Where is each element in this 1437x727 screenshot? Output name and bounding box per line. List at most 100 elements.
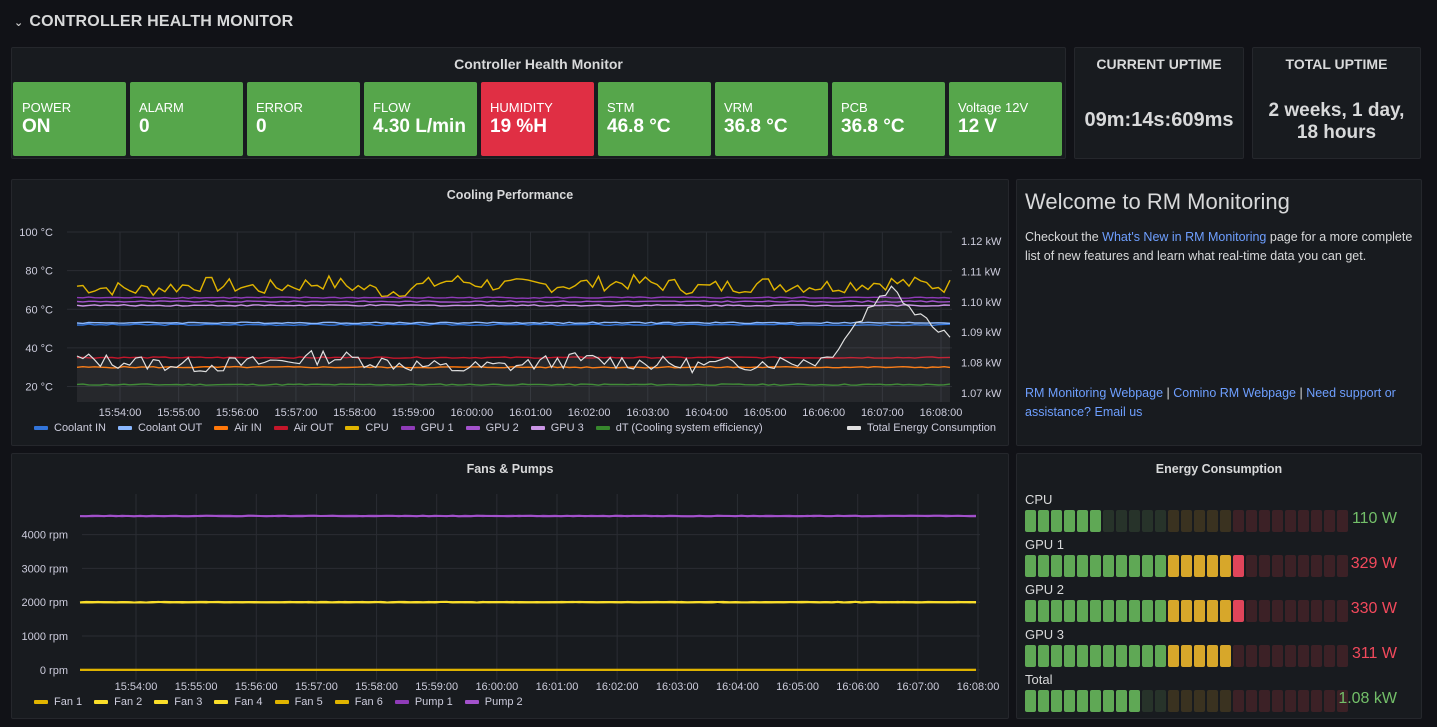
energy-bar-label: GPU 3	[1025, 627, 1065, 642]
gauge-cell	[1272, 645, 1283, 667]
gauge-cell	[1246, 555, 1257, 577]
gauge-cell	[1038, 690, 1049, 712]
separator: |	[1163, 386, 1174, 400]
legend-item[interactable]: Fan 3	[154, 696, 202, 708]
tile-value: 0	[256, 116, 267, 137]
legend-item[interactable]: Fan 1	[34, 696, 82, 708]
y-tick-label: 80 °C	[25, 266, 53, 278]
series-line[interactable]	[76, 321, 951, 325]
welcome-panel: Welcome to RM Monitoring Checkout the Wh…	[1016, 179, 1422, 446]
legend-swatch	[214, 426, 229, 430]
panel-title[interactable]: Energy Consumption	[1155, 462, 1283, 476]
uptime-value: 09m:14s:609ms	[1084, 109, 1234, 131]
gauge-cell	[1090, 510, 1101, 532]
total-uptime-line1: 2 weeks, 1 day,	[1268, 100, 1405, 121]
x-tick-label: 16:06:00	[802, 407, 845, 419]
series-line[interactable]	[76, 383, 951, 387]
x-tick-label: 16:05:00	[776, 681, 819, 693]
x-tick-label: 15:54:00	[115, 681, 158, 693]
y-tick-label: 3000 rpm	[22, 563, 68, 575]
x-tick-label: 16:02:00	[568, 407, 611, 419]
legend-item[interactable]: Total Energy Consumption	[846, 422, 996, 434]
legend-item[interactable]: CPU	[345, 422, 389, 434]
gauge-cell	[1038, 600, 1049, 622]
legend-item[interactable]: Air OUT	[273, 422, 333, 434]
legend-item[interactable]: Coolant OUT	[117, 422, 202, 434]
legend-label: GPU 2	[485, 422, 519, 434]
x-tick-label: 15:56:00	[235, 681, 278, 693]
legend-swatch	[334, 700, 349, 704]
status-tile: VRM 36.8 °C	[715, 82, 828, 156]
x-tick-label: 15:55:00	[157, 407, 200, 419]
panel-title[interactable]: CURRENT UPTIME	[1096, 56, 1222, 72]
series-line[interactable]	[76, 303, 951, 307]
series-line[interactable]	[79, 600, 977, 604]
gauge-cell	[1064, 600, 1075, 622]
legend-item[interactable]: Fan 4	[214, 696, 263, 708]
gauge-cell	[1168, 510, 1179, 532]
legend-item[interactable]: Coolant IN	[34, 422, 106, 434]
series-line[interactable]	[79, 514, 977, 518]
cooling-chart[interactable]: 100 °C 80 °C 60 °C 40 °C 20 °C 1.12 kW 1.11 kW…	[12, 180, 1008, 445]
comino-rm-webpage-link[interactable]: Comino RM Webpage	[1173, 386, 1296, 400]
legend-item[interactable]: GPU 3	[530, 422, 584, 434]
legend-item[interactable]: Air IN	[214, 422, 262, 434]
support-email-link[interactable]: Need support or assistance? Email us	[1025, 386, 1396, 419]
gauge-cell	[1220, 600, 1231, 622]
legend-item[interactable]: GPU 2	[465, 422, 519, 434]
gauge-cell	[1207, 600, 1218, 622]
gauge-cell	[1025, 645, 1036, 667]
legend-item[interactable]: dT (Cooling system efficiency)	[595, 422, 763, 434]
gauge-cell	[1181, 690, 1192, 712]
series-line[interactable]	[76, 296, 951, 300]
whats-new-link[interactable]: What's New in RM Monitoring	[1102, 230, 1267, 244]
gauge-cell	[1077, 510, 1088, 532]
panel-title[interactable]: Controller Health Monitor	[454, 56, 623, 72]
gauge-cell	[1220, 645, 1231, 667]
tile-label: PCB	[841, 100, 868, 115]
gauge-cell	[1051, 600, 1062, 622]
legend-item[interactable]: GPU 1	[400, 422, 454, 434]
energy-bar-value: 110 W	[1351, 510, 1397, 527]
energy-panel: Energy Consumption CPU 110 W GPU 1 329 W GPU…	[1016, 453, 1422, 719]
tile-label: STM	[607, 100, 635, 115]
gauge-cell	[1090, 645, 1101, 667]
gauge-cell	[1337, 645, 1348, 667]
gauge-cell	[1116, 600, 1127, 622]
gauge-cell	[1194, 600, 1205, 622]
series-line[interactable]	[76, 273, 951, 298]
status-tile: FLOW 4.30 L/min	[364, 82, 477, 156]
legend-item[interactable]: Pump 1	[394, 696, 453, 708]
series-line[interactable]	[76, 300, 951, 303]
x-tick-label: 15:54:00	[99, 407, 142, 419]
panel-title[interactable]: Cooling Performance	[446, 188, 574, 202]
rm-monitoring-webpage-link[interactable]: RM Monitoring Webpage	[1025, 386, 1164, 400]
legend-item[interactable]: Fan 2	[94, 696, 142, 708]
legend-swatch	[117, 426, 132, 430]
gauge-cell	[1311, 600, 1322, 622]
legend-item[interactable]: Fan 5	[274, 696, 323, 708]
legend-swatch	[214, 700, 229, 704]
series-line[interactable]	[76, 285, 951, 374]
y2-tick-label: 1.12 kW	[961, 236, 1002, 248]
gauge-cell	[1116, 555, 1127, 577]
gauge-cell	[1155, 690, 1166, 712]
row-header[interactable]: ⌄ CONTROLLER HEALTH MONITOR	[14, 13, 293, 31]
gauge-cell	[1103, 690, 1114, 712]
series-line[interactable]	[76, 323, 951, 327]
panel-title[interactable]: TOTAL UPTIME	[1285, 56, 1388, 72]
panel-title[interactable]: Fans & Pumps	[466, 462, 554, 476]
status-tile: ALARM 0	[130, 82, 243, 156]
x-tick-label: 15:59:00	[415, 681, 458, 693]
legend-label: Fan 1	[54, 696, 83, 708]
series-line[interactable]	[76, 365, 951, 369]
legend-item[interactable]: Pump 2	[464, 696, 523, 708]
fans-chart[interactable]: 4000 rpm 3000 rpm 2000 rpm 1000 rpm 0 rpm 15:…	[12, 454, 1008, 718]
legend-item[interactable]: Fan 6	[334, 696, 383, 708]
gauge-cell	[1259, 510, 1270, 532]
gauge-cell	[1246, 510, 1257, 532]
series-line[interactable]	[76, 356, 951, 359]
energy-bar-value: 311 W	[1351, 645, 1397, 662]
legend-swatch	[464, 700, 479, 704]
fans-pumps-panel: Fans & Pumps 4000 rpm 3000 rpm 2000 rpm 100…	[11, 453, 1009, 719]
